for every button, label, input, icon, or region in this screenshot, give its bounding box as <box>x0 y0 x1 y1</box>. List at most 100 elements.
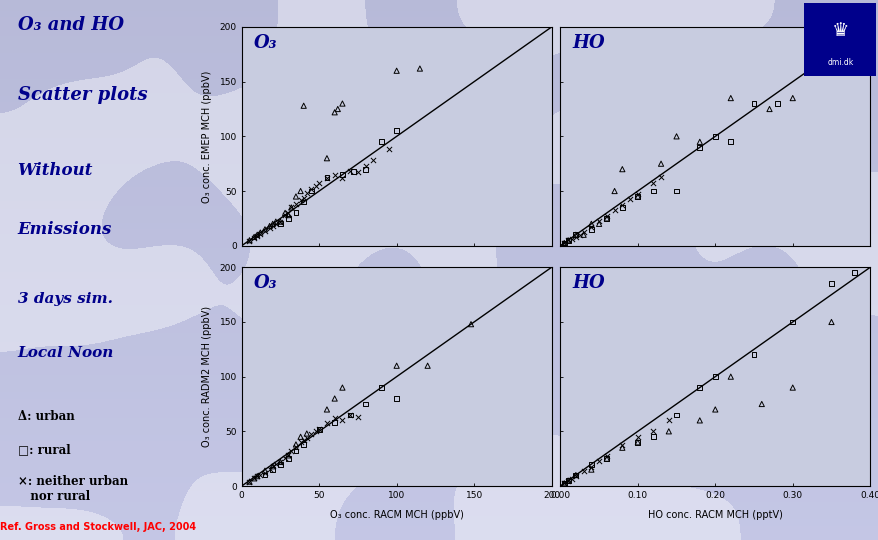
Point <box>645 427 659 436</box>
Point <box>342 410 356 419</box>
Point <box>708 373 722 381</box>
Text: ×: neither urban
   nor rural: ×: neither urban nor rural <box>18 475 127 503</box>
Point <box>557 479 571 488</box>
Point <box>277 208 291 217</box>
Point <box>281 451 295 460</box>
Point <box>746 350 760 359</box>
Text: O₃ conc. EMEP MCH (ppbV): O₃ conc. EMEP MCH (ppbV) <box>201 70 212 202</box>
Point <box>242 477 256 486</box>
Point <box>281 451 295 460</box>
Point <box>289 192 303 201</box>
Point <box>250 231 264 239</box>
Point <box>560 476 574 485</box>
Point <box>293 195 307 204</box>
Point <box>281 211 295 219</box>
Point <box>615 165 629 173</box>
Point <box>304 185 318 193</box>
Point <box>299 429 313 438</box>
Point <box>599 214 613 222</box>
Point <box>277 211 291 219</box>
Point <box>269 219 283 228</box>
Point <box>281 208 295 217</box>
Point <box>692 143 706 152</box>
Point <box>723 138 737 146</box>
Point <box>846 268 860 277</box>
Point <box>350 413 364 421</box>
Point <box>265 219 279 228</box>
Point <box>247 474 261 483</box>
Point <box>723 373 737 381</box>
Point <box>374 383 388 392</box>
Point <box>304 187 318 195</box>
Text: Δ: urban: Δ: urban <box>18 410 75 423</box>
Point <box>320 418 334 427</box>
Point <box>630 438 644 447</box>
Point <box>645 433 659 441</box>
Point <box>645 187 659 195</box>
Point <box>630 192 644 201</box>
Point <box>568 231 582 239</box>
Text: O₃: O₃ <box>254 274 277 292</box>
Point <box>250 472 264 481</box>
Point <box>269 217 283 226</box>
Point <box>560 476 574 485</box>
Point <box>257 467 271 475</box>
Point <box>560 236 574 245</box>
Point <box>669 187 683 195</box>
Point <box>824 318 838 326</box>
Point <box>296 436 311 444</box>
Point <box>320 405 334 414</box>
Point <box>576 228 590 237</box>
Point <box>257 227 271 236</box>
Point <box>599 211 613 220</box>
Point <box>312 425 326 434</box>
Point <box>284 447 298 455</box>
Text: O₃ conc. RADM2 MCH (ppbV): O₃ conc. RADM2 MCH (ppbV) <box>201 306 212 447</box>
Point <box>265 222 279 231</box>
Point <box>296 198 311 206</box>
Point <box>242 237 256 246</box>
Text: HO: HO <box>572 274 605 292</box>
Point <box>464 320 478 328</box>
Point <box>381 145 395 154</box>
Point <box>335 99 349 108</box>
Point <box>692 416 706 424</box>
Point <box>342 167 356 176</box>
Point <box>273 217 287 226</box>
Point <box>320 173 334 182</box>
Point <box>389 66 403 75</box>
Point <box>263 224 277 233</box>
Point <box>327 414 342 422</box>
Point <box>557 239 571 247</box>
Point <box>389 361 403 370</box>
Point <box>296 102 311 110</box>
Point <box>350 168 364 177</box>
Point <box>296 440 311 449</box>
Point <box>299 434 313 442</box>
Point <box>263 222 277 231</box>
Point <box>265 465 279 474</box>
Point <box>785 318 799 326</box>
Point <box>335 173 349 182</box>
Point <box>304 429 318 438</box>
Point <box>568 231 582 239</box>
Point <box>584 225 598 234</box>
Text: Ref. Gross and Stockwell, JAC, 2004: Ref. Gross and Stockwell, JAC, 2004 <box>0 522 196 532</box>
Point <box>599 451 613 460</box>
Point <box>599 454 613 463</box>
Point <box>599 454 613 463</box>
Point <box>250 472 264 481</box>
Point <box>247 474 261 483</box>
Point <box>293 438 307 447</box>
Point <box>273 460 287 468</box>
Point <box>253 228 267 237</box>
Point <box>824 23 838 31</box>
Point <box>653 159 667 168</box>
Point <box>312 179 326 188</box>
Point <box>560 236 574 245</box>
Point <box>576 467 590 475</box>
Point <box>592 457 606 465</box>
Point <box>557 479 571 488</box>
Point <box>257 469 271 477</box>
Point <box>630 433 644 441</box>
